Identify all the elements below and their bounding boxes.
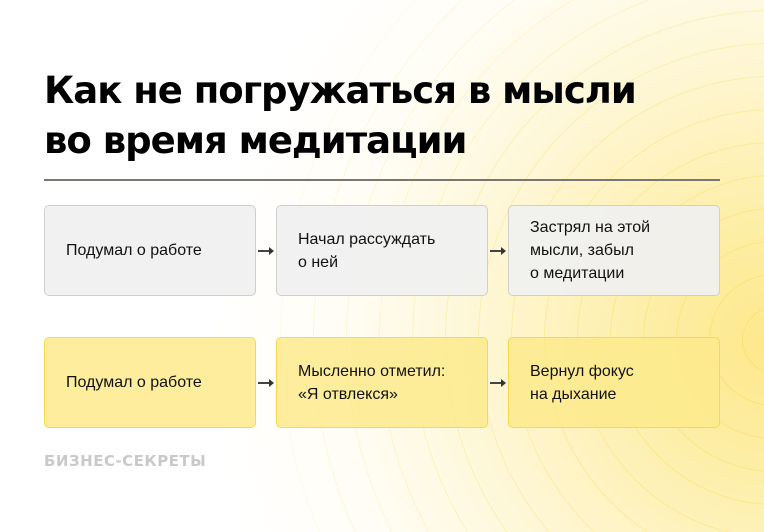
step-text: Начал рассуждать о ней <box>298 230 436 271</box>
divider <box>44 179 720 181</box>
arrow-icon <box>490 379 506 387</box>
arrow-icon <box>258 247 274 255</box>
step-text: Мысленно отметил: «Я отвлекся» <box>298 362 446 403</box>
step-box-right-3: Вернул фокус на дыхание <box>508 337 720 428</box>
step-text: Вернул фокус на дыхание <box>530 362 634 403</box>
step-box-wrong-1: Подумал о работе <box>44 205 256 296</box>
arrow-icon <box>490 247 506 255</box>
step-text: Подумал о работе <box>66 242 202 259</box>
step-box-wrong-3: Застрял на этой мысли, забыл о медитации <box>508 205 720 296</box>
title-line-1: Как не погружаться в мысли <box>44 69 637 112</box>
brand-logo: БИЗНЕС-СЕКРЕТЫ <box>44 452 207 470</box>
step-text: Застрял на этой мысли, забыл о медитации <box>530 219 651 282</box>
step-box-right-1: Подумал о работе <box>44 337 256 428</box>
page-title: Как не погружаться в мысли во время меди… <box>44 66 637 166</box>
title-line-2: во время медитации <box>44 119 467 162</box>
arrow-icon <box>258 379 274 387</box>
step-box-right-2: Мысленно отметил: «Я отвлекся» <box>276 337 488 428</box>
step-text: Подумал о работе <box>66 374 202 391</box>
step-box-wrong-2: Начал рассуждать о ней <box>276 205 488 296</box>
